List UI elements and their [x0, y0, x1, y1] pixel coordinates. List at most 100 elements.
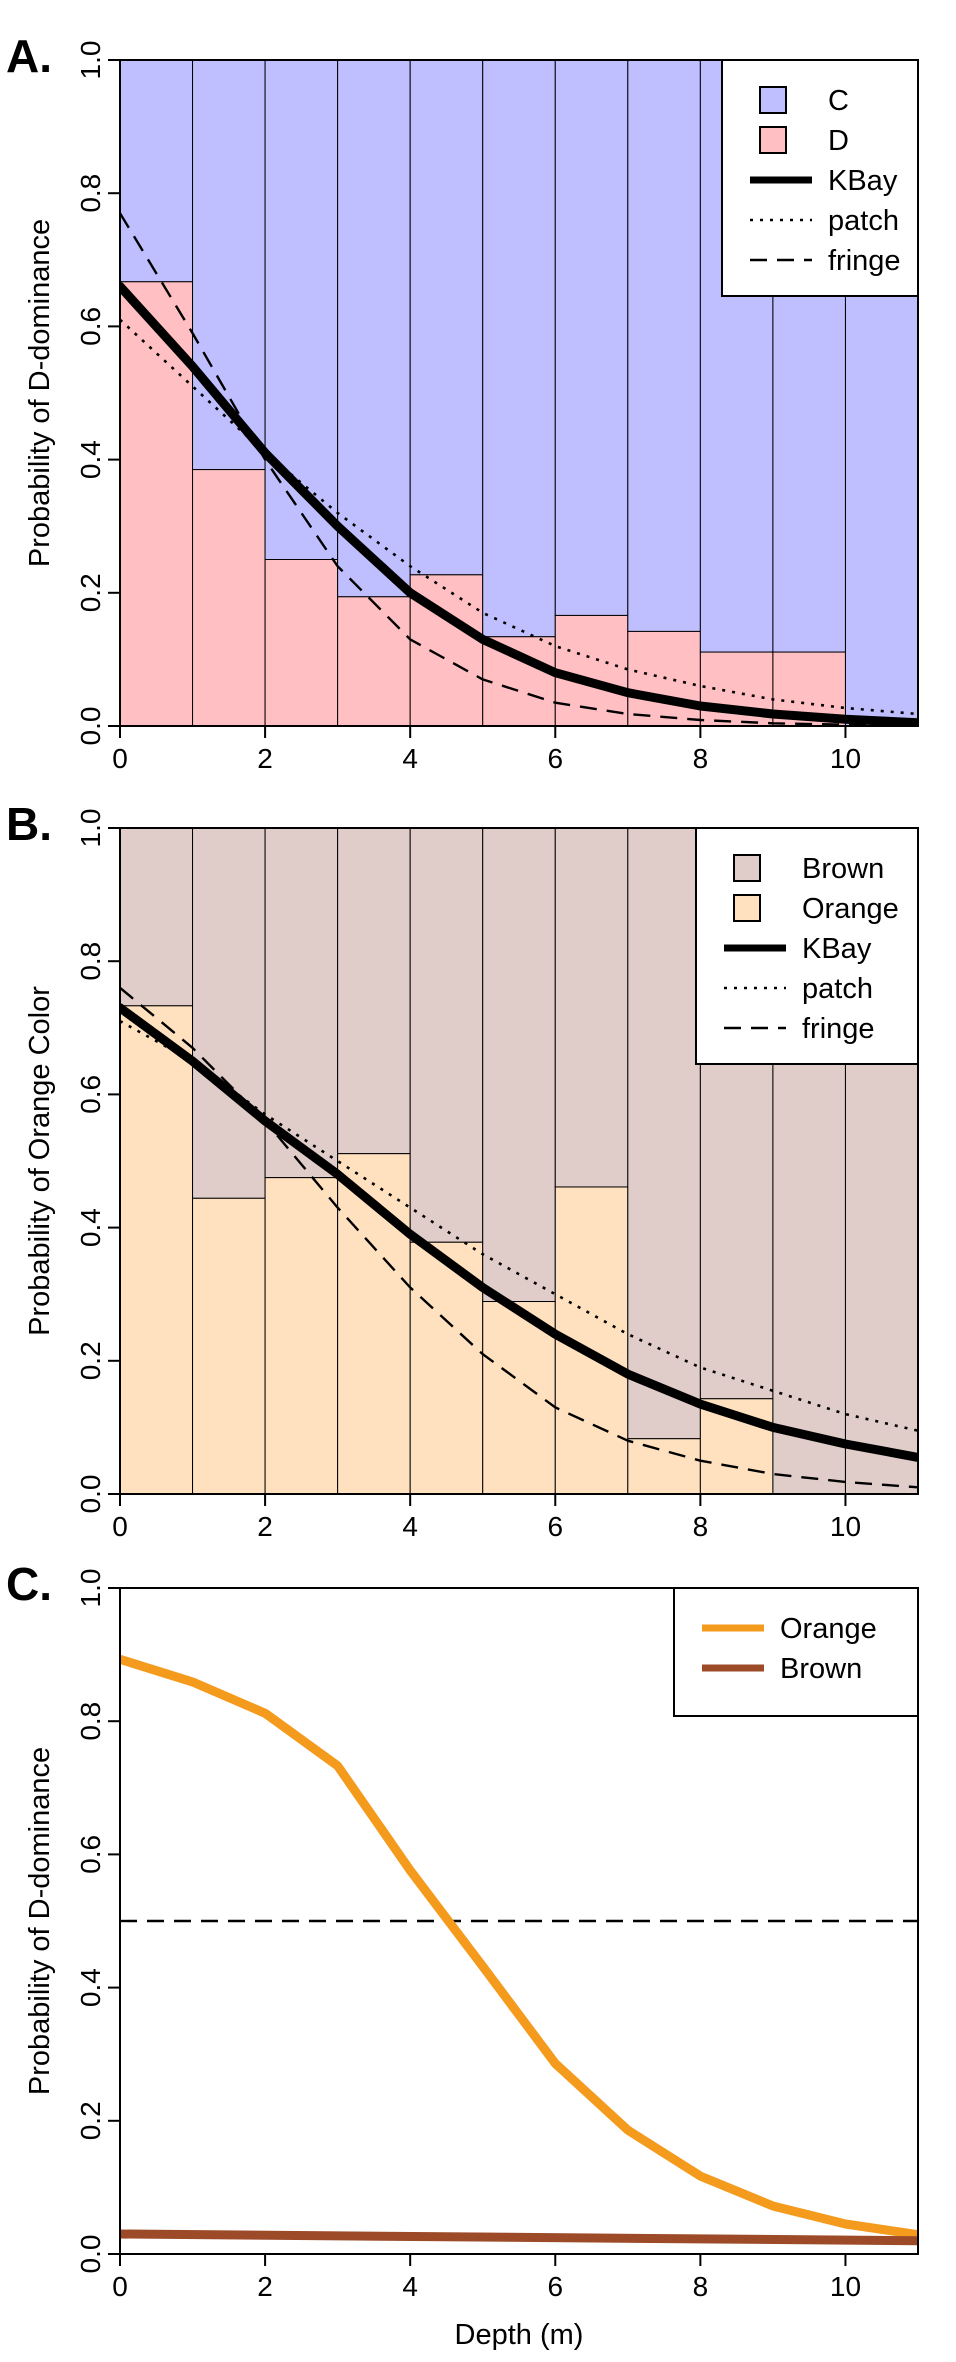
- x-tick-label: 6: [547, 2271, 563, 2302]
- bar-lower: [264, 559, 339, 726]
- x-tick-label: 6: [547, 1511, 563, 1542]
- bar-lower: [482, 636, 556, 726]
- bar-lower: [627, 1438, 701, 1494]
- y-tick-label: 0.8: [75, 174, 106, 213]
- plot-frame: [119, 827, 919, 1495]
- x-tick-label: 8: [693, 1511, 709, 1542]
- panel-label: A.: [6, 30, 52, 82]
- legend-label: fringe: [802, 1013, 875, 1045]
- plot-area: [120, 1654, 918, 2246]
- plot-frame: [119, 59, 919, 727]
- legend: Brown Orange KBay patch fringe: [695, 827, 919, 1065]
- bar-upper: [627, 60, 701, 632]
- legend-label: D: [828, 125, 849, 157]
- panel-b: 0 2 4 6 8 10 0.0 0.2 0.4 0.6 0.8 1.0 Probability of …: [6, 798, 919, 1542]
- y-tick-label: 0.0: [75, 1475, 106, 1514]
- legend-label: KBay: [828, 165, 898, 197]
- x-tick-label: 0: [112, 743, 128, 774]
- panel-a: 0 2 4 6 8 10 0.0 0.2 0.4 0.6 0.8 1.0 Probability of …: [6, 30, 919, 774]
- bar-upper: [120, 60, 194, 283]
- bar-upper: [264, 828, 339, 1179]
- x-tick-label: 10: [830, 743, 861, 774]
- plot-area: [120, 60, 918, 726]
- y-tick-label: 1.0: [75, 41, 106, 80]
- legend-label: fringe: [828, 245, 901, 277]
- legend-swatch: [733, 854, 761, 882]
- x-tick-label: 8: [693, 743, 709, 774]
- legend-label: Orange: [780, 1613, 877, 1645]
- bar-upper: [409, 60, 484, 576]
- x-tick-label: 10: [830, 2271, 861, 2302]
- y-tick-label: 0.8: [75, 942, 106, 981]
- curve-dotted: [120, 318, 918, 716]
- legend-label: Brown: [802, 853, 884, 885]
- x-tick-label: 2: [257, 1511, 273, 1542]
- legend: Orange Brown: [673, 1587, 919, 1717]
- legend-label: Orange: [802, 893, 899, 925]
- x-tick-label: 2: [257, 743, 273, 774]
- y-tick-label: 0.2: [75, 573, 106, 612]
- x-axis-label: Depth (m): [455, 2319, 584, 2351]
- legend-swatch: [733, 894, 761, 922]
- x-tick-label: 10: [830, 1511, 861, 1542]
- legend-swatch: [759, 86, 787, 114]
- x-tick-label: 8: [693, 2271, 709, 2302]
- y-tick-label: 0.6: [75, 1075, 106, 1114]
- series-line-brown: [120, 2229, 918, 2246]
- y-tick-label: 0.4: [75, 1208, 106, 1247]
- legend-label: Brown: [780, 1653, 862, 1685]
- bar-lower: [337, 596, 411, 726]
- y-tick-label: 0.8: [75, 1702, 106, 1741]
- legend-box: [673, 1587, 919, 1717]
- y-tick-label: 1.0: [75, 809, 106, 848]
- curve-dotted: [120, 1019, 918, 1432]
- plot-frame: [119, 1587, 919, 2255]
- bar-upper: [337, 60, 411, 598]
- bar-lower: [264, 1177, 339, 1494]
- y-axis-label: Probability of D-dominance: [24, 219, 56, 567]
- legend-label: patch: [802, 973, 873, 1005]
- bar-upper: [482, 60, 556, 638]
- bar-upper: [554, 828, 629, 1188]
- legend-label: C: [828, 85, 849, 117]
- bar-lower: [192, 1197, 266, 1494]
- bar-lower: [120, 1005, 194, 1494]
- y-tick-label: 0.4: [75, 440, 106, 479]
- legend: CD KBay patch fringe: [721, 59, 919, 297]
- series-line-orange: [120, 1654, 918, 2240]
- y-axis-label: Probability of D-dominance: [24, 1747, 56, 2095]
- bar-upper: [337, 828, 411, 1155]
- panel-c: 0 2 4 6 8 10 0.0 0.2 0.4 0.6 0.8 1.0 Probability of …: [6, 1558, 919, 2351]
- curve-solid: [120, 1003, 918, 1462]
- y-tick-label: 0.2: [75, 2101, 106, 2140]
- y-tick-label: 1.0: [75, 1569, 106, 1608]
- legend-label: patch: [828, 205, 899, 237]
- curve-solid: [120, 281, 918, 726]
- bar-upper: [120, 828, 194, 1007]
- panel-label: C.: [6, 1558, 52, 1610]
- bar-upper: [409, 828, 484, 1243]
- y-tick-label: 0.6: [75, 307, 106, 346]
- x-tick-label: 2: [257, 2271, 273, 2302]
- y-tick-label: 0.2: [75, 1341, 106, 1380]
- panel-label: B.: [6, 798, 52, 850]
- bar-upper: [627, 828, 701, 1440]
- legend-label: KBay: [802, 933, 872, 965]
- bar-upper: [192, 828, 266, 1199]
- bar-upper: [482, 828, 556, 1303]
- bar-lower: [337, 1153, 411, 1494]
- y-tick-label: 0.4: [75, 1968, 106, 2007]
- bar-upper: [554, 60, 629, 616]
- y-tick-label: 0.0: [75, 707, 106, 746]
- x-tick-label: 4: [402, 1511, 418, 1542]
- y-tick-label: 0.0: [75, 2235, 106, 2274]
- y-tick-label: 0.6: [75, 1835, 106, 1874]
- curve-dashed: [120, 212, 918, 726]
- y-axis-label: Probability of Orange Color: [24, 986, 56, 1336]
- x-tick-label: 4: [402, 743, 418, 774]
- x-tick-label: 6: [547, 743, 563, 774]
- x-tick-label: 0: [112, 2271, 128, 2302]
- legend-swatch: [759, 126, 787, 154]
- x-tick-label: 0: [112, 1511, 128, 1542]
